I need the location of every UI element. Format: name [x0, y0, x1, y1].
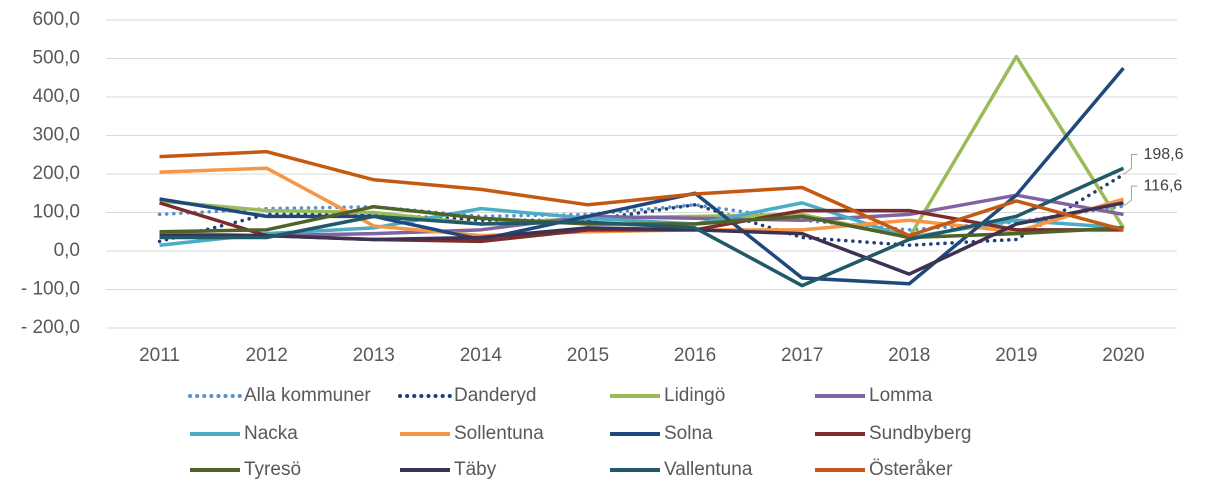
legend-label: Lidingö [664, 385, 725, 406]
x-tick-label: 2018 [888, 345, 930, 366]
series-line [159, 201, 1124, 276]
x-tick-label: 2017 [781, 345, 823, 366]
series-line [159, 149, 1124, 238]
label-leader [1123, 185, 1138, 207]
legend-label: Österåker [869, 459, 953, 480]
legend-label: Lomma [869, 385, 933, 406]
legend-label: Vallentuna [664, 459, 753, 480]
y-tick-label: 300,0 [32, 125, 80, 146]
y-tick-label: - 200,0 [21, 317, 80, 338]
x-tick-label: 2015 [567, 345, 609, 366]
series-line [159, 166, 1125, 288]
y-tick-label: 500,0 [32, 48, 80, 69]
legend-label: Sundbyberg [869, 423, 971, 444]
legend-label: Danderyd [454, 385, 536, 406]
y-tick-label: 200,0 [32, 163, 80, 184]
value-label: 198,6 [1143, 146, 1183, 163]
y-tick-label: 100,0 [32, 202, 80, 223]
x-tick-label: 2012 [246, 345, 288, 366]
legend-label: Täby [454, 459, 497, 480]
legend-label: Solna [664, 423, 713, 444]
y-tick-label: - 100,0 [21, 279, 80, 300]
legend-label: Sollentuna [454, 423, 544, 444]
series-line [159, 193, 1124, 238]
label-leader [1123, 154, 1138, 175]
x-tick-label: 2014 [460, 345, 503, 366]
x-tick-label: 2019 [995, 345, 1037, 366]
legend-label: Alla kommuner [244, 385, 371, 406]
value-label: 116,6 [1143, 177, 1182, 194]
legend-label: Tyresö [244, 459, 301, 480]
y-tick-label: 600,0 [32, 9, 80, 30]
y-tick-label: 0,0 [54, 240, 80, 261]
x-tick-label: 2011 [139, 345, 180, 366]
x-tick-label: 2013 [353, 345, 395, 366]
x-tick-label: 2020 [1102, 345, 1144, 366]
y-tick-label: 400,0 [32, 86, 80, 107]
x-tick-label: 2016 [674, 345, 716, 366]
series-line [159, 66, 1125, 286]
series-line [157, 172, 1126, 247]
legend-label: Nacka [244, 423, 298, 444]
series-line [157, 203, 1126, 232]
